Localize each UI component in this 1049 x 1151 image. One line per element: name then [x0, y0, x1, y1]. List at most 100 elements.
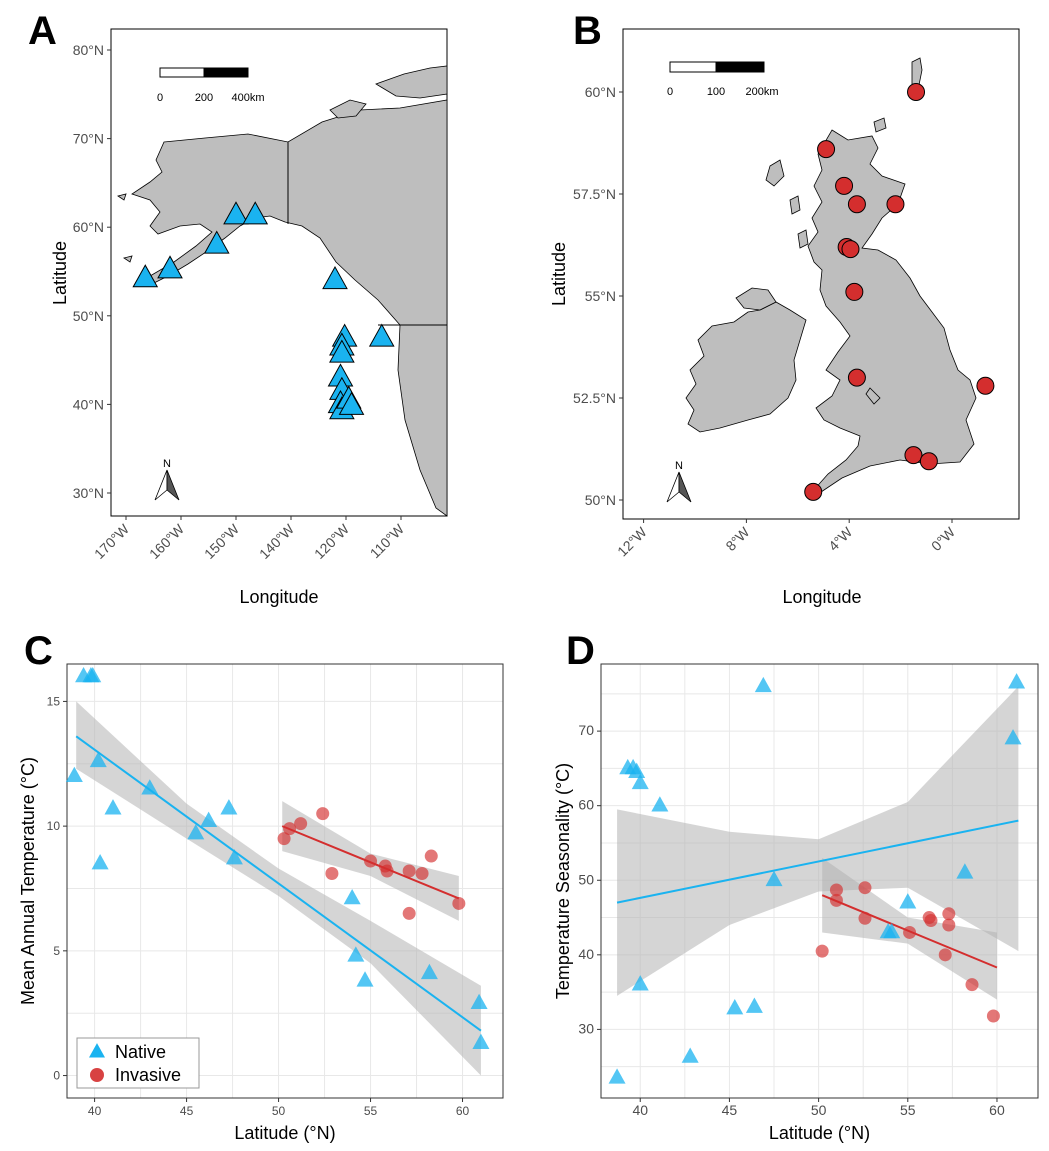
invasive-data-point	[965, 978, 979, 992]
native-site-marker	[157, 255, 183, 279]
native-data-point	[343, 888, 361, 905]
x-tick-label: 50	[272, 1104, 286, 1118]
native-data-point	[472, 1033, 490, 1049]
native-data-point	[956, 863, 974, 879]
native-data-point	[726, 999, 744, 1015]
y-tick-label: 80°N	[73, 42, 104, 58]
invasive-site-marker	[886, 195, 905, 214]
y-tick-label: 70°N	[73, 131, 104, 147]
y-tick-label: 55°N	[585, 288, 616, 304]
legend-label-native: Native	[115, 1042, 166, 1062]
x-tick-label: 0°W	[928, 523, 959, 554]
scale-bar-a-label-0: 0	[157, 92, 163, 104]
invasive-data-point	[364, 854, 378, 868]
invasive-site-marker	[847, 195, 866, 214]
invasive-site-marker	[904, 446, 923, 465]
native-data-point	[651, 796, 669, 812]
native-data-point	[200, 811, 218, 827]
native-data-point	[141, 779, 159, 795]
native-confidence-band	[617, 686, 1019, 996]
native-data-point	[470, 993, 488, 1010]
y-tick-label: 30	[578, 1020, 594, 1036]
y-tick-label: 60	[578, 797, 594, 813]
y-tick-label: 57.5°N	[573, 186, 616, 202]
y-tick-label: 60°N	[585, 84, 616, 100]
native-site-marker	[132, 264, 159, 288]
invasive-site-marker	[841, 240, 860, 259]
y-tick-label: 50°N	[73, 308, 104, 324]
invasive-data-point	[277, 832, 291, 846]
invasive-data-point	[380, 864, 394, 878]
y-tick-label: 60°N	[73, 219, 104, 235]
x-tick-label: 120°W	[311, 520, 353, 562]
x-tick-label: 8°W	[722, 523, 753, 554]
x-tick-label: 50	[811, 1102, 827, 1118]
scale-bar-b-label-1: 100	[707, 86, 725, 98]
plot-frame	[66, 663, 504, 1099]
north-arrow-b-label: N	[675, 460, 683, 472]
y-tick-label: 30°N	[73, 485, 104, 501]
british-isles-land	[685, 57, 977, 495]
y-tick-label: 52.5°N	[573, 390, 616, 406]
panel-c-plot: 40 45 50 55 60 0 5 10 15 Latitude (°N) Mean Annual…	[18, 663, 504, 1143]
x-tick-label: 4°W	[825, 523, 856, 554]
invasive-data-point	[294, 817, 308, 831]
native-confidence-band	[76, 701, 481, 1076]
panel-a-points	[132, 201, 395, 420]
invasive-site-marker	[976, 376, 995, 395]
native-data-point	[745, 997, 763, 1013]
native-data-point	[628, 762, 646, 778]
native-data-point	[84, 666, 102, 683]
panel-a-label: A	[28, 9, 57, 53]
x-tick-label: 55	[364, 1104, 378, 1118]
x-tick-label: 140°W	[256, 520, 298, 562]
invasive-data-point	[402, 906, 416, 920]
y-tick-label: 40	[578, 946, 594, 962]
panel-b-label: B	[573, 9, 602, 53]
native-site-marker	[338, 391, 365, 415]
panel-d-plot: 40 45 50 55 60 30 40 50 60 70 Latitude (°N) Tempera…	[553, 663, 1039, 1143]
native-data-point	[883, 922, 901, 939]
native-site-marker	[368, 323, 395, 347]
y-tick-label: 70	[578, 722, 594, 738]
invasive-data-point	[452, 896, 466, 910]
panel-b: B 0 100 200km N 60	[549, 9, 1020, 607]
scale-bar-a-label-1: 200	[195, 92, 213, 104]
invasive-data-point	[424, 849, 438, 863]
x-tick-label: 110°W	[367, 520, 408, 561]
panel-b-xlabel: Longitude	[782, 587, 861, 607]
native-data-point	[65, 766, 83, 783]
y-tick-label: 15	[47, 694, 61, 708]
y-axis-title: Mean Annual Temperature (°C)	[18, 757, 38, 1005]
native-data-point	[91, 854, 109, 870]
invasive-data-point	[924, 914, 938, 928]
invasive-site-marker	[907, 83, 926, 101]
north-arrow-icon-a: N	[154, 458, 180, 501]
native-fit-line	[616, 819, 1019, 904]
legend-label-invasive: Invasive	[115, 1065, 181, 1085]
native-data-point	[187, 824, 205, 840]
native-data-point	[225, 849, 243, 865]
invasive-data-point	[325, 867, 339, 881]
invasive-data-point	[829, 883, 843, 897]
y-tick-label: 5	[53, 944, 60, 958]
x-tick-label: 160°W	[146, 520, 188, 562]
scale-bar-a: 0 200 400km	[157, 67, 265, 104]
native-fit-line	[75, 735, 482, 1032]
native-data-point	[899, 893, 917, 909]
native-data-point	[420, 963, 438, 980]
y-tick-label: 50	[578, 871, 594, 887]
invasive-data-point	[942, 907, 956, 921]
invasive-data-point	[858, 911, 872, 925]
native-site-marker	[242, 201, 269, 225]
north-arrow-a-label: N	[163, 458, 171, 470]
invasive-data-point	[316, 807, 330, 821]
north-arrow-icon-b: N	[666, 460, 692, 503]
native-data-point	[765, 870, 783, 887]
native-data-point	[1008, 673, 1026, 689]
y-tick-label: 10	[47, 819, 61, 833]
native-data-point	[631, 975, 649, 991]
native-site-marker	[322, 265, 348, 290]
native-data-point	[347, 946, 365, 962]
